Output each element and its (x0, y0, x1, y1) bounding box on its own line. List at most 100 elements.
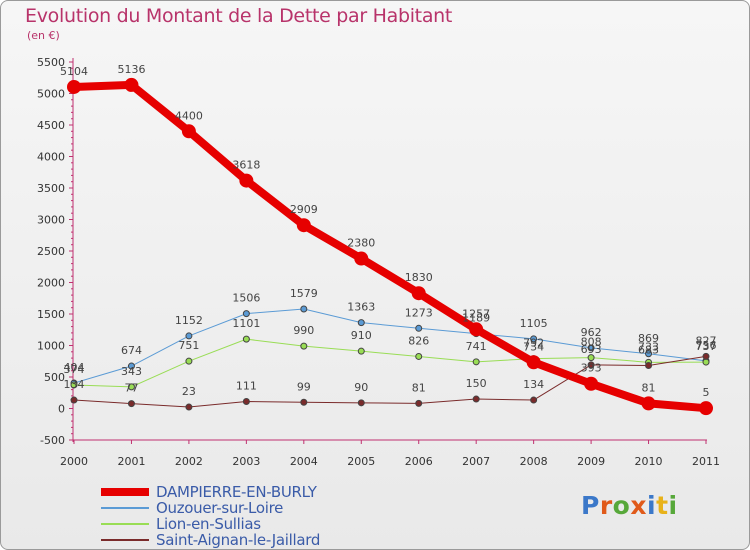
data-label-saint-aignan-le-jaillard: 77 (124, 382, 138, 395)
data-label-ouzouer-sur-loire: 1105 (520, 317, 548, 330)
data-label-lion-en-sullias: 826 (408, 334, 429, 347)
y-tick-label: 4500 (37, 119, 65, 132)
data-label-dampierre-en-burly: 5136 (117, 63, 145, 76)
data-label-ouzouer-sur-loire: 756 (696, 339, 717, 352)
y-tick-label: 2500 (37, 245, 65, 258)
data-label-saint-aignan-le-jaillard: 693 (581, 343, 602, 356)
data-label-dampierre-en-burly: 81 (642, 381, 656, 394)
data-point-dampierre-en-burly (469, 322, 484, 337)
data-point-lion-en-sullias (357, 347, 365, 355)
data-point-ouzouer-sur-loire (185, 332, 193, 340)
data-point-dampierre-en-burly (411, 286, 426, 301)
data-point-saint-aignan-le-jaillard (587, 361, 595, 369)
data-labels: 5104 5136 4400 3618 2909 2380 1830 1257 734 393 81… (60, 63, 717, 399)
data-point-ouzouer-sur-loire (127, 362, 135, 370)
data-point-lion-en-sullias (127, 383, 135, 391)
x-tick-label: 2005 (347, 455, 375, 468)
data-point-dampierre-en-burly (584, 376, 599, 391)
y-tick-label: 2000 (37, 277, 65, 290)
y-tick-label: 500 (44, 371, 65, 384)
series-line-dampierre-en-burly (70, 80, 710, 413)
data-point-saint-aignan-le-jaillard (530, 396, 538, 404)
y-tick-label: -500 (40, 434, 65, 447)
data-label-saint-aignan-le-jaillard: 99 (297, 380, 311, 393)
data-label-dampierre-en-burly: 2380 (347, 237, 375, 250)
data-label-saint-aignan-le-jaillard: 90 (354, 381, 368, 394)
x-tick-label: 2008 (520, 455, 548, 468)
chart-subtitle: (en €) (27, 29, 60, 42)
data-label-lion-en-sullias: 741 (466, 340, 487, 353)
data-label-dampierre-en-burly: 1257 (462, 307, 490, 320)
data-label-saint-aignan-le-jaillard: 134 (64, 378, 85, 391)
data-point-saint-aignan-le-jaillard (300, 398, 308, 406)
x-tick-label: 2010 (635, 455, 663, 468)
y-tick-label: 3000 (37, 214, 65, 227)
data-point-ouzouer-sur-loire (645, 350, 653, 358)
data-label-ouzouer-sur-loire: 1579 (290, 287, 318, 300)
legend-swatch (101, 539, 149, 541)
data-point-lion-en-sullias (242, 335, 250, 343)
data-label-saint-aignan-le-jaillard: 683 (638, 343, 659, 356)
data-label-dampierre-en-burly: 2909 (290, 203, 318, 216)
x-tick-label: 2007 (462, 455, 490, 468)
data-point-lion-en-sullias (587, 354, 595, 362)
data-point-dampierre-en-burly (526, 355, 541, 370)
axes: -500 0 500 1000 1500 2000 2500 3000 3500 4000 4500… (37, 56, 720, 468)
data-point-dampierre-en-burly (699, 401, 713, 416)
legend-swatch (101, 488, 149, 496)
data-label-lion-en-sullias: 733 (638, 340, 659, 353)
data-point-lion-en-sullias (300, 342, 308, 350)
data-point-dampierre-en-burly (641, 396, 656, 411)
legend-label: Lion-en-Sullias (156, 515, 261, 533)
data-label-dampierre-en-burly: 734 (523, 340, 544, 353)
data-label-lion-en-sullias: 792 (523, 337, 544, 350)
data-label-lion-en-sullias: 737 (696, 340, 717, 353)
data-point-dampierre-en-burly (181, 124, 196, 139)
data-label-lion-en-sullias: 910 (351, 329, 372, 342)
data-point-ouzouer-sur-loire (587, 344, 595, 352)
data-label-dampierre-en-burly: 5104 (60, 65, 88, 78)
data-point-saint-aignan-le-jaillard (242, 398, 250, 406)
data-label-saint-aignan-le-jaillard: 81 (412, 381, 426, 394)
series-line-saint-aignan-le-jaillard (73, 355, 707, 408)
data-point-ouzouer-sur-loire (242, 310, 250, 318)
data-point-saint-aignan-le-jaillard (472, 395, 480, 403)
x-tick-label: 2006 (405, 455, 433, 468)
data-label-dampierre-en-burly: 3618 (232, 159, 260, 172)
data-label-ouzouer-sur-loire: 962 (581, 326, 602, 339)
data-point-saint-aignan-le-jaillard (127, 400, 135, 408)
logo-letter: r (599, 491, 613, 520)
data-label-ouzouer-sur-loire: 1506 (232, 292, 260, 305)
logo-letter: t (656, 491, 669, 520)
y-tick-label: 5000 (37, 88, 65, 101)
data-label-lion-en-sullias: 808 (581, 336, 602, 349)
y-tick-label: 3500 (37, 182, 65, 195)
data-point-lion-en-sullias (702, 358, 710, 366)
data-point-dampierre-en-burly (296, 218, 311, 233)
y-tick-label: 1000 (37, 340, 65, 353)
data-point-lion-en-sullias (70, 381, 78, 389)
data-label-saint-aignan-le-jaillard: 23 (182, 385, 196, 398)
series-lines (67, 77, 713, 416)
data-point-dampierre-en-burly (239, 173, 254, 188)
series-line-lion-en-sullias (73, 338, 707, 388)
y-tick-label: 4000 (37, 151, 65, 164)
legend-swatch (101, 507, 149, 509)
data-label-lion-en-sullias: 374 (64, 363, 85, 376)
data-label-saint-aignan-le-jaillard: 150 (466, 377, 487, 390)
data-point-ouzouer-sur-loire (300, 305, 308, 313)
data-point-lion-en-sullias (185, 357, 193, 365)
data-label-ouzouer-sur-loire: 1273 (405, 306, 433, 319)
data-point-saint-aignan-le-jaillard (185, 403, 193, 411)
data-label-lion-en-sullias: 990 (293, 324, 314, 337)
series-line-ouzouer-sur-loire (73, 308, 707, 384)
y-tick-label: 1500 (37, 308, 65, 321)
logo-letter: i (647, 491, 657, 520)
x-tick-label: 2003 (232, 455, 260, 468)
data-point-lion-en-sullias (415, 352, 423, 360)
legend-swatch (101, 523, 149, 525)
data-label-saint-aignan-le-jaillard: 134 (523, 378, 544, 391)
data-label-ouzouer-sur-loire: 1363 (347, 301, 375, 314)
data-label-ouzouer-sur-loire: 404 (64, 361, 85, 374)
